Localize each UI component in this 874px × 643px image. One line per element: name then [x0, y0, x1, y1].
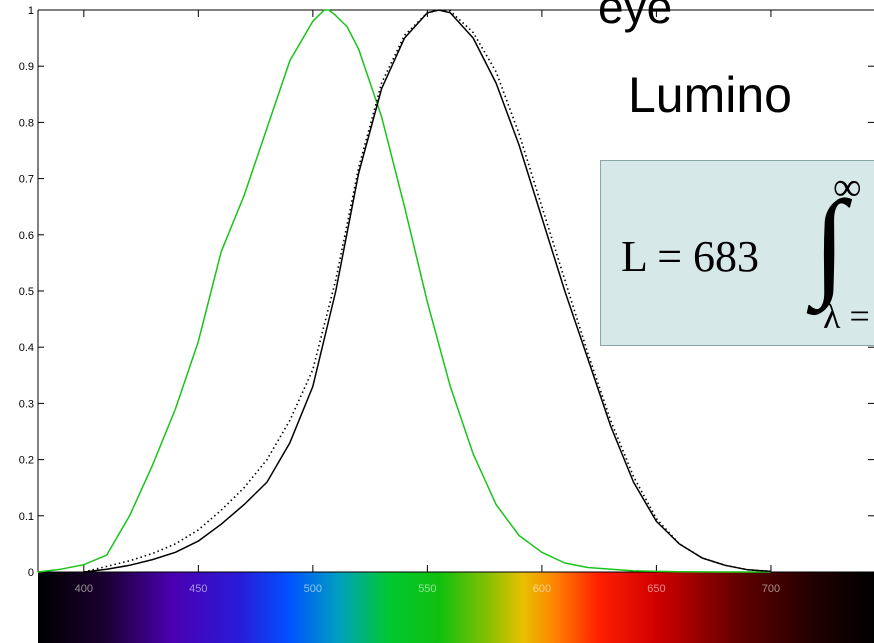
x-axis-ticks: 400 450 500 550 600 650 700	[75, 10, 780, 595]
formula-upper-limit: ∞	[833, 164, 862, 209]
y-tick-label: 0.5	[19, 286, 34, 298]
slide-heading-fragment: Lumino	[628, 67, 792, 123]
chart-series	[37, 9, 771, 573]
integral-sign-icon: ∫	[813, 176, 846, 309]
series-line-3	[83, 9, 771, 573]
y-tick-label: 0.4	[19, 342, 34, 354]
x-tick-label: 550	[418, 583, 436, 595]
y-tick-label: 0.3	[19, 398, 34, 410]
y-tick-label: 0.8	[19, 117, 34, 129]
y-tick-label: 0	[28, 567, 34, 579]
y-tick-label: 0.6	[19, 230, 34, 242]
series-line-1	[37, 9, 771, 573]
y-tick-label: 0.1	[19, 511, 34, 523]
x-tick-label: 650	[647, 583, 665, 595]
y-tick-label: 0.7	[19, 174, 34, 186]
series-line-2	[83, 9, 771, 573]
x-tick-label: 700	[762, 583, 780, 595]
formula-lhs: L = 683	[621, 232, 760, 281]
y-tick-label: 0.9	[19, 61, 34, 73]
x-tick-label: 450	[189, 583, 207, 595]
y-tick-label: 0.2	[19, 455, 34, 467]
slide-title-fragment: eye	[598, 0, 673, 33]
spectrum-bar	[38, 572, 874, 643]
x-tick-label: 500	[304, 583, 322, 595]
x-tick-label: 400	[75, 583, 93, 595]
formula-lower-limit: λ =	[823, 296, 870, 336]
x-tick-label: 600	[533, 583, 551, 595]
y-tick-label: 1	[28, 5, 34, 17]
luminance-formula-box: L = 683 ∫ ∞ λ =	[600, 160, 874, 346]
